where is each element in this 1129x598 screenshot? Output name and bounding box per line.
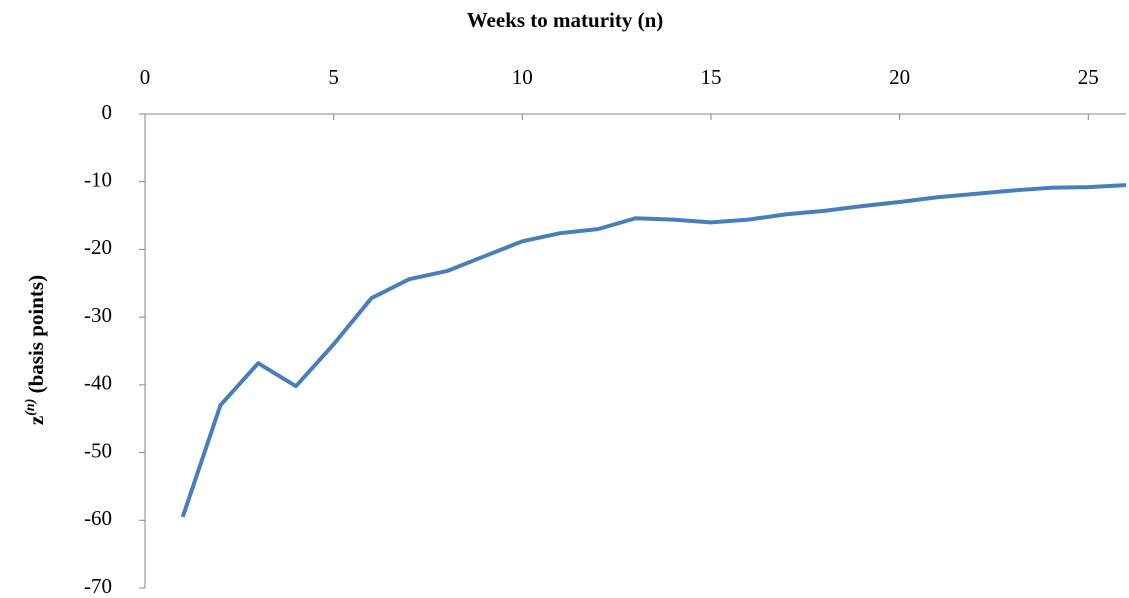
y-title-base: z <box>24 416 48 425</box>
y-title-rest: (basis points) <box>24 275 48 399</box>
x-tick-label: 15 <box>700 65 721 89</box>
x-tick-label: 10 <box>512 65 533 89</box>
y-tick-label: -30 <box>84 303 112 327</box>
x-tick-label: 5 <box>328 65 339 89</box>
line-series <box>180 183 1127 518</box>
y-tick-label: -10 <box>84 168 112 192</box>
y-tick-label: -60 <box>84 506 112 530</box>
y-tick-label: -20 <box>84 235 112 259</box>
x-tick-label: 0 <box>140 65 151 89</box>
y-tick-label: -40 <box>84 371 112 395</box>
y-tick-label: -70 <box>84 574 112 598</box>
y-axis-title: z(n) (basis points) <box>23 275 48 425</box>
x-tick-label: 20 <box>889 65 910 89</box>
y-title-sup: (n) <box>23 399 38 416</box>
x-axis-title: Weeks to maturity (n) <box>467 8 664 32</box>
y-tick-label: 0 <box>102 100 113 124</box>
y-tick-label: -50 <box>84 438 112 462</box>
x-tick-label: 25 <box>1078 65 1099 89</box>
